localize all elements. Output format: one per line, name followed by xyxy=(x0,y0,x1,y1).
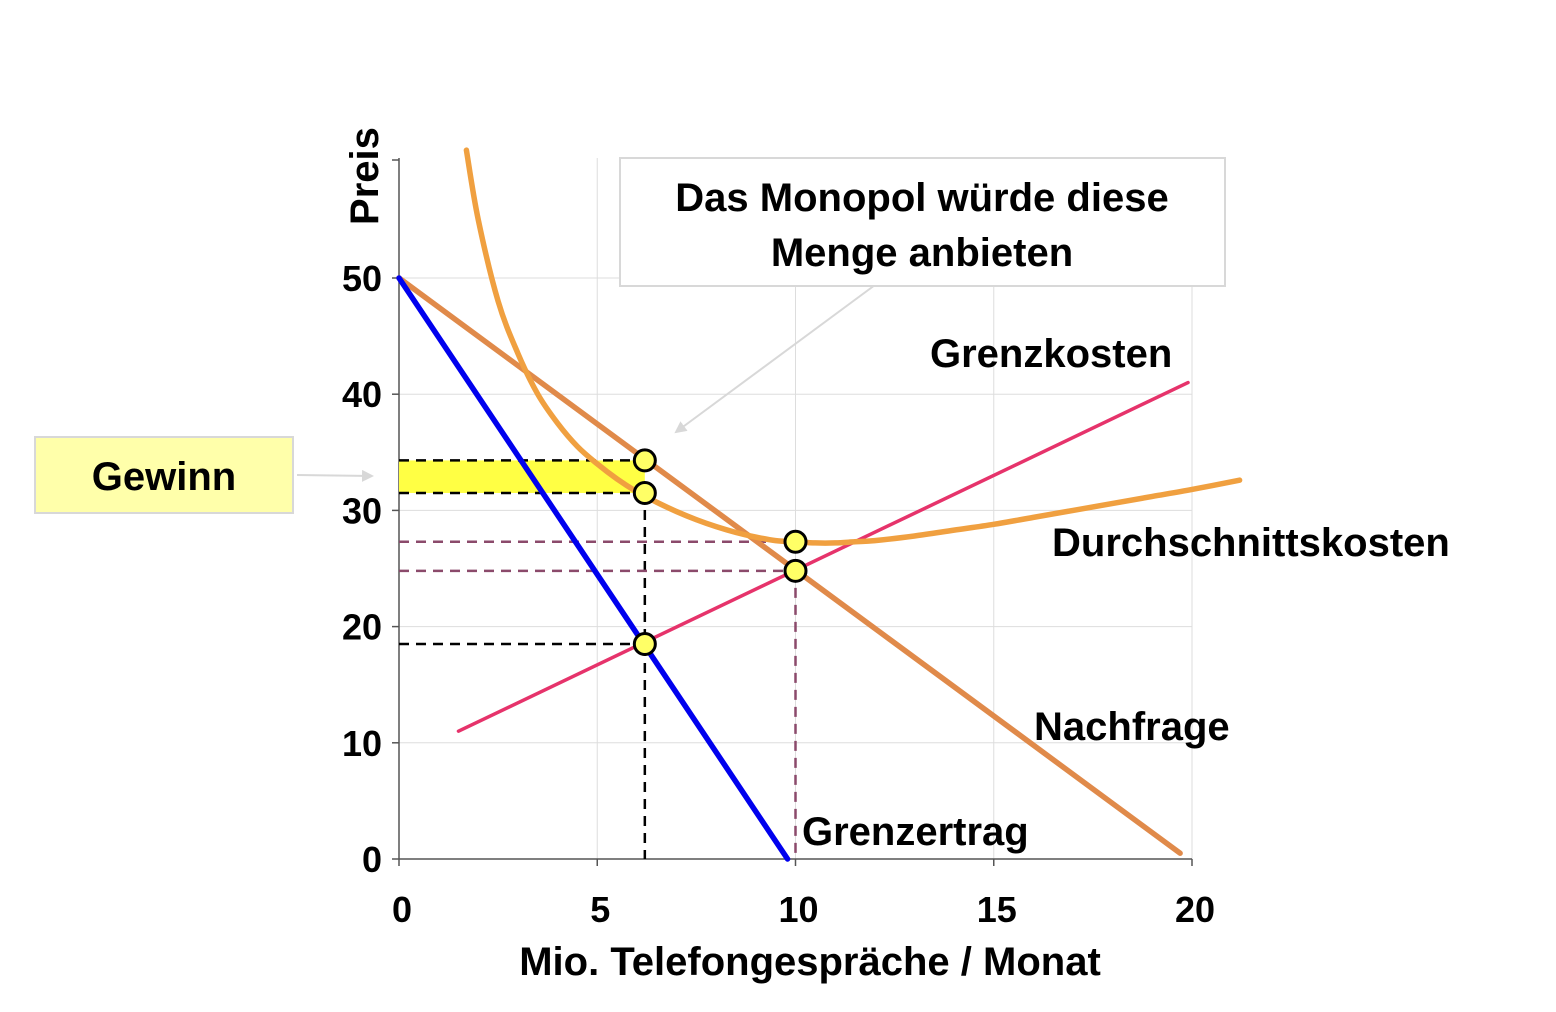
callout-line-1: Das Monopol würde diese xyxy=(675,176,1168,220)
curves xyxy=(396,147,1243,862)
callout-arrow xyxy=(674,284,876,434)
y-axis-title: Preis xyxy=(343,127,387,225)
x-tick-label-2: 10 xyxy=(778,889,818,930)
x-tick-label-0: 0 xyxy=(392,889,412,930)
x-tick-label-3: 15 xyxy=(977,889,1017,930)
callout: Das Monopol würde diese Menge anbieten xyxy=(619,157,1226,434)
y-tick-label-3: 30 xyxy=(342,490,382,531)
point-4 xyxy=(783,558,808,583)
points xyxy=(632,448,808,657)
x-tick-label-4: 20 xyxy=(1175,889,1215,930)
average-cost-curve xyxy=(463,147,1243,546)
marginal-revenue-line xyxy=(396,275,791,862)
point-2 xyxy=(632,632,657,657)
gewinn-box xyxy=(34,436,294,514)
point-1 xyxy=(632,480,657,505)
label-grenzkosten: Grenzkosten xyxy=(930,332,1172,376)
marginal-cost-line xyxy=(456,380,1190,733)
point-0 xyxy=(632,448,657,473)
y-tick-label-4: 40 xyxy=(342,374,382,415)
x-tick-label-1: 5 xyxy=(590,889,610,930)
tick-labels: 0 5 10 15 20 0 10 20 30 40 50 xyxy=(342,258,1215,930)
x-axis-title: Mio. Telefongespräche / Monat xyxy=(519,940,1101,984)
y-tick-label-0: 0 xyxy=(362,839,382,880)
label-grenzertrag: Grenzertrag xyxy=(802,810,1029,854)
axes xyxy=(392,158,1193,866)
label-nachfrage: Nachfrage xyxy=(1034,705,1230,749)
y-tick-label-5: 50 xyxy=(342,258,382,299)
gewinn-arrow xyxy=(296,469,374,482)
label-durchschnittskosten: Durchschnittskosten xyxy=(1052,521,1450,565)
y-tick-label-1: 10 xyxy=(342,723,382,764)
gewinn-callout: Gewinn xyxy=(34,436,374,514)
callout-line-2: Menge anbieten xyxy=(771,231,1073,275)
y-tick-label-2: 20 xyxy=(342,607,382,648)
gewinn-label: Gewinn xyxy=(92,455,236,499)
callout-box xyxy=(619,157,1226,287)
point-3 xyxy=(783,529,808,554)
